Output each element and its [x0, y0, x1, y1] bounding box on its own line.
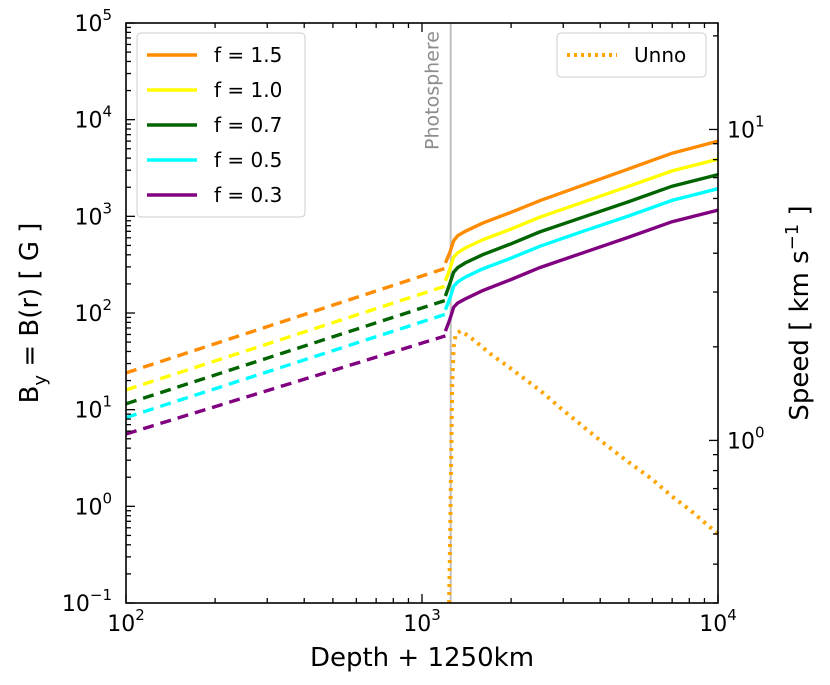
series-solid-0: [443, 139, 718, 264]
legend-label-1: f = 1.0: [214, 78, 282, 102]
y-right-tick-label: 100: [727, 423, 765, 454]
y-left-tick-label: 10−1: [62, 586, 112, 617]
series-solid-3: [443, 187, 718, 311]
y-right-tick-label: 101: [727, 112, 765, 143]
series-dashed-0: [126, 266, 446, 375]
legend-label-3: f = 0.5: [214, 148, 282, 172]
legend-label-0: f = 1.5: [214, 43, 282, 67]
x-axis-label: Depth + 1250km: [310, 643, 534, 673]
y-left-tick-label: 102: [74, 296, 112, 327]
x-tick-label: 103: [403, 606, 441, 637]
series-dashed-4: [126, 334, 446, 436]
plot-frame: [125, 22, 719, 604]
legend-label-unno: Unno: [634, 43, 686, 67]
y-left-tick-label: 105: [74, 6, 112, 37]
legend-label-4: f = 0.3: [214, 183, 282, 207]
y-left-tick-label: 103: [74, 199, 112, 230]
series-dashed-2: [126, 298, 446, 406]
y-axis-label-right: Speed [ km s−1 ]: [782, 205, 815, 420]
x-tick-label: 102: [107, 606, 145, 637]
series-dashed-1: [126, 284, 446, 392]
photosphere-label: Photosphere: [422, 31, 444, 150]
y-left-tick-label: 100: [74, 489, 112, 520]
legend-left-box: [136, 32, 306, 218]
y-left-tick-label: 104: [74, 103, 112, 134]
y-left-tick-label: 101: [74, 393, 112, 424]
series-unno: [447, 328, 718, 603]
legend-left: f = 1.5 f = 1.0 f = 0.7 f = 0.5 f = 0.3: [136, 32, 306, 218]
legend-right-box: [556, 32, 707, 78]
legend-right: Unno: [556, 32, 707, 78]
series-solid-4: [443, 208, 718, 332]
series-solid-2: [443, 172, 718, 297]
x-tick-label: 104: [699, 606, 737, 637]
series-dashed-3: [126, 312, 446, 420]
y-axis-label-left: By = B(r) [ G ]: [15, 223, 51, 404]
legend-label-2: f = 0.7: [214, 113, 282, 137]
series-solid-1: [443, 157, 718, 282]
